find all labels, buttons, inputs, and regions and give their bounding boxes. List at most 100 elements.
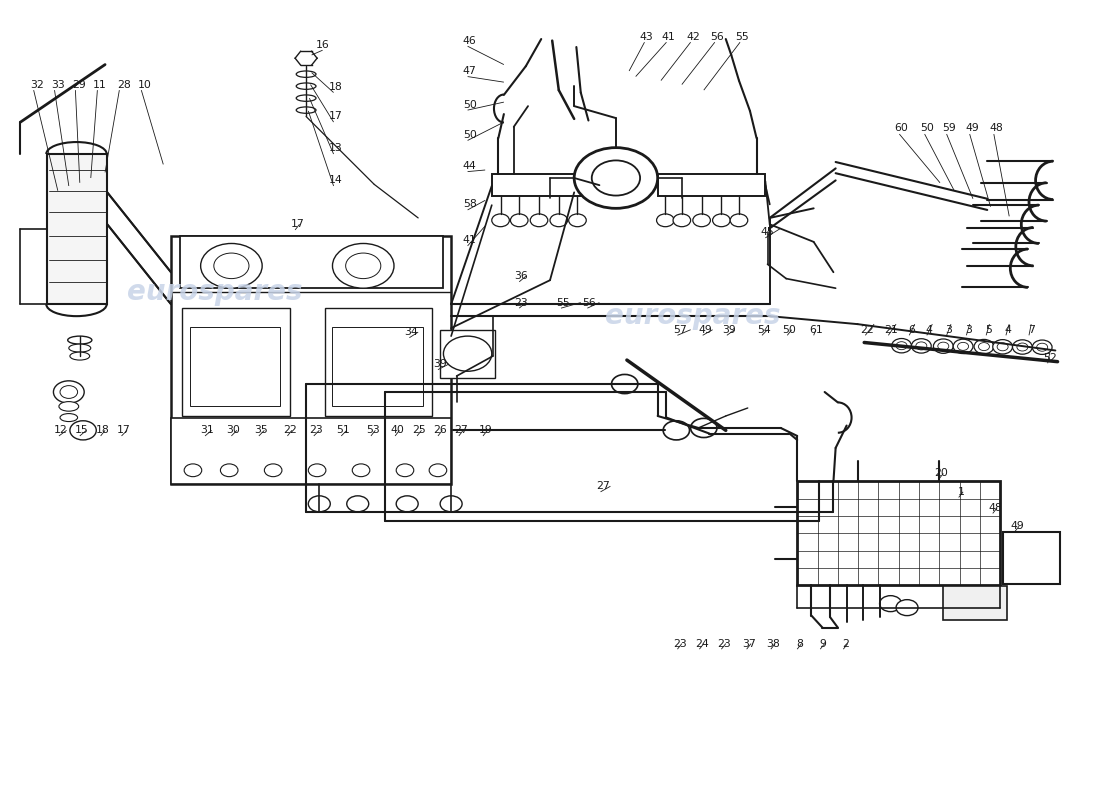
- Text: 32: 32: [30, 79, 44, 90]
- Ellipse shape: [70, 352, 90, 360]
- Text: 10: 10: [138, 79, 152, 90]
- Text: 40: 40: [390, 426, 404, 435]
- Text: 47: 47: [463, 66, 476, 76]
- Text: 22: 22: [283, 426, 297, 435]
- Text: 18: 18: [329, 82, 342, 92]
- Ellipse shape: [60, 414, 78, 422]
- Circle shape: [693, 214, 711, 226]
- Circle shape: [992, 340, 1012, 354]
- Circle shape: [979, 342, 989, 350]
- Circle shape: [975, 339, 993, 354]
- Circle shape: [896, 600, 918, 616]
- Text: 7: 7: [1027, 325, 1035, 334]
- Circle shape: [569, 214, 586, 226]
- Circle shape: [352, 464, 370, 477]
- Text: 35: 35: [254, 426, 268, 435]
- Circle shape: [912, 338, 932, 353]
- Text: 34: 34: [405, 327, 418, 337]
- Text: 60: 60: [894, 123, 909, 134]
- Circle shape: [200, 243, 262, 288]
- Circle shape: [730, 214, 748, 226]
- Bar: [944, 586, 1006, 620]
- Bar: [189, 326, 279, 406]
- Circle shape: [308, 496, 330, 512]
- Text: 15: 15: [75, 426, 89, 435]
- Text: 41: 41: [463, 235, 476, 246]
- Circle shape: [60, 386, 78, 398]
- Bar: [182, 308, 289, 416]
- Circle shape: [896, 342, 907, 350]
- Text: 54: 54: [758, 325, 771, 334]
- Text: 2: 2: [843, 638, 849, 649]
- Bar: [324, 308, 432, 416]
- Circle shape: [880, 596, 902, 612]
- Text: 56: 56: [711, 32, 724, 42]
- Text: 51: 51: [337, 426, 350, 435]
- Circle shape: [916, 342, 927, 350]
- Circle shape: [440, 496, 462, 512]
- Circle shape: [346, 496, 368, 512]
- Text: 16: 16: [316, 40, 330, 50]
- Bar: [332, 326, 422, 406]
- Circle shape: [492, 214, 509, 226]
- Text: 24: 24: [695, 638, 708, 649]
- Circle shape: [1036, 343, 1047, 351]
- Text: 12: 12: [54, 426, 68, 435]
- Text: 50: 50: [463, 130, 476, 140]
- Text: 27: 27: [454, 426, 467, 435]
- Text: 38: 38: [766, 638, 780, 649]
- Circle shape: [958, 342, 969, 350]
- Circle shape: [184, 464, 201, 477]
- Bar: [47, 154, 108, 304]
- Text: 49: 49: [1010, 521, 1024, 531]
- Circle shape: [592, 161, 640, 195]
- Circle shape: [574, 148, 658, 208]
- Text: 1: 1: [957, 487, 965, 497]
- Text: 19: 19: [478, 426, 492, 435]
- Circle shape: [612, 374, 638, 394]
- Text: 39: 39: [723, 325, 736, 334]
- Bar: [1002, 532, 1059, 584]
- Text: 50: 50: [782, 325, 796, 334]
- Text: 50: 50: [920, 123, 934, 134]
- Circle shape: [1032, 340, 1052, 354]
- Bar: [658, 174, 766, 196]
- Circle shape: [510, 214, 528, 226]
- Ellipse shape: [59, 402, 79, 411]
- Text: 9: 9: [820, 638, 826, 649]
- Text: 59: 59: [942, 123, 956, 134]
- Circle shape: [308, 464, 326, 477]
- Text: eurospares: eurospares: [128, 278, 303, 306]
- Text: 14: 14: [329, 175, 342, 186]
- Circle shape: [657, 214, 674, 226]
- Bar: [170, 236, 451, 484]
- Circle shape: [954, 339, 974, 354]
- Circle shape: [997, 343, 1008, 350]
- Bar: [492, 174, 600, 196]
- Ellipse shape: [296, 95, 316, 102]
- Text: 55: 55: [557, 298, 570, 307]
- Text: 8: 8: [796, 638, 803, 649]
- Circle shape: [70, 421, 97, 440]
- Circle shape: [443, 336, 492, 371]
- Circle shape: [1016, 343, 1027, 351]
- Text: 23: 23: [717, 638, 730, 649]
- Text: 55: 55: [736, 32, 749, 42]
- Text: 61: 61: [808, 325, 823, 334]
- Text: 20: 20: [934, 469, 948, 478]
- Circle shape: [530, 214, 548, 226]
- Circle shape: [54, 381, 85, 403]
- Text: 11: 11: [92, 79, 107, 90]
- Text: 6: 6: [908, 325, 915, 334]
- Circle shape: [213, 253, 249, 278]
- Text: 28: 28: [117, 79, 131, 90]
- Bar: [440, 330, 495, 378]
- Text: 41: 41: [662, 32, 675, 42]
- Text: 43: 43: [640, 32, 653, 42]
- Text: 31: 31: [200, 426, 214, 435]
- Text: 45: 45: [761, 227, 774, 238]
- Circle shape: [429, 464, 447, 477]
- Text: 36: 36: [515, 271, 528, 282]
- Circle shape: [396, 464, 414, 477]
- Circle shape: [550, 214, 568, 226]
